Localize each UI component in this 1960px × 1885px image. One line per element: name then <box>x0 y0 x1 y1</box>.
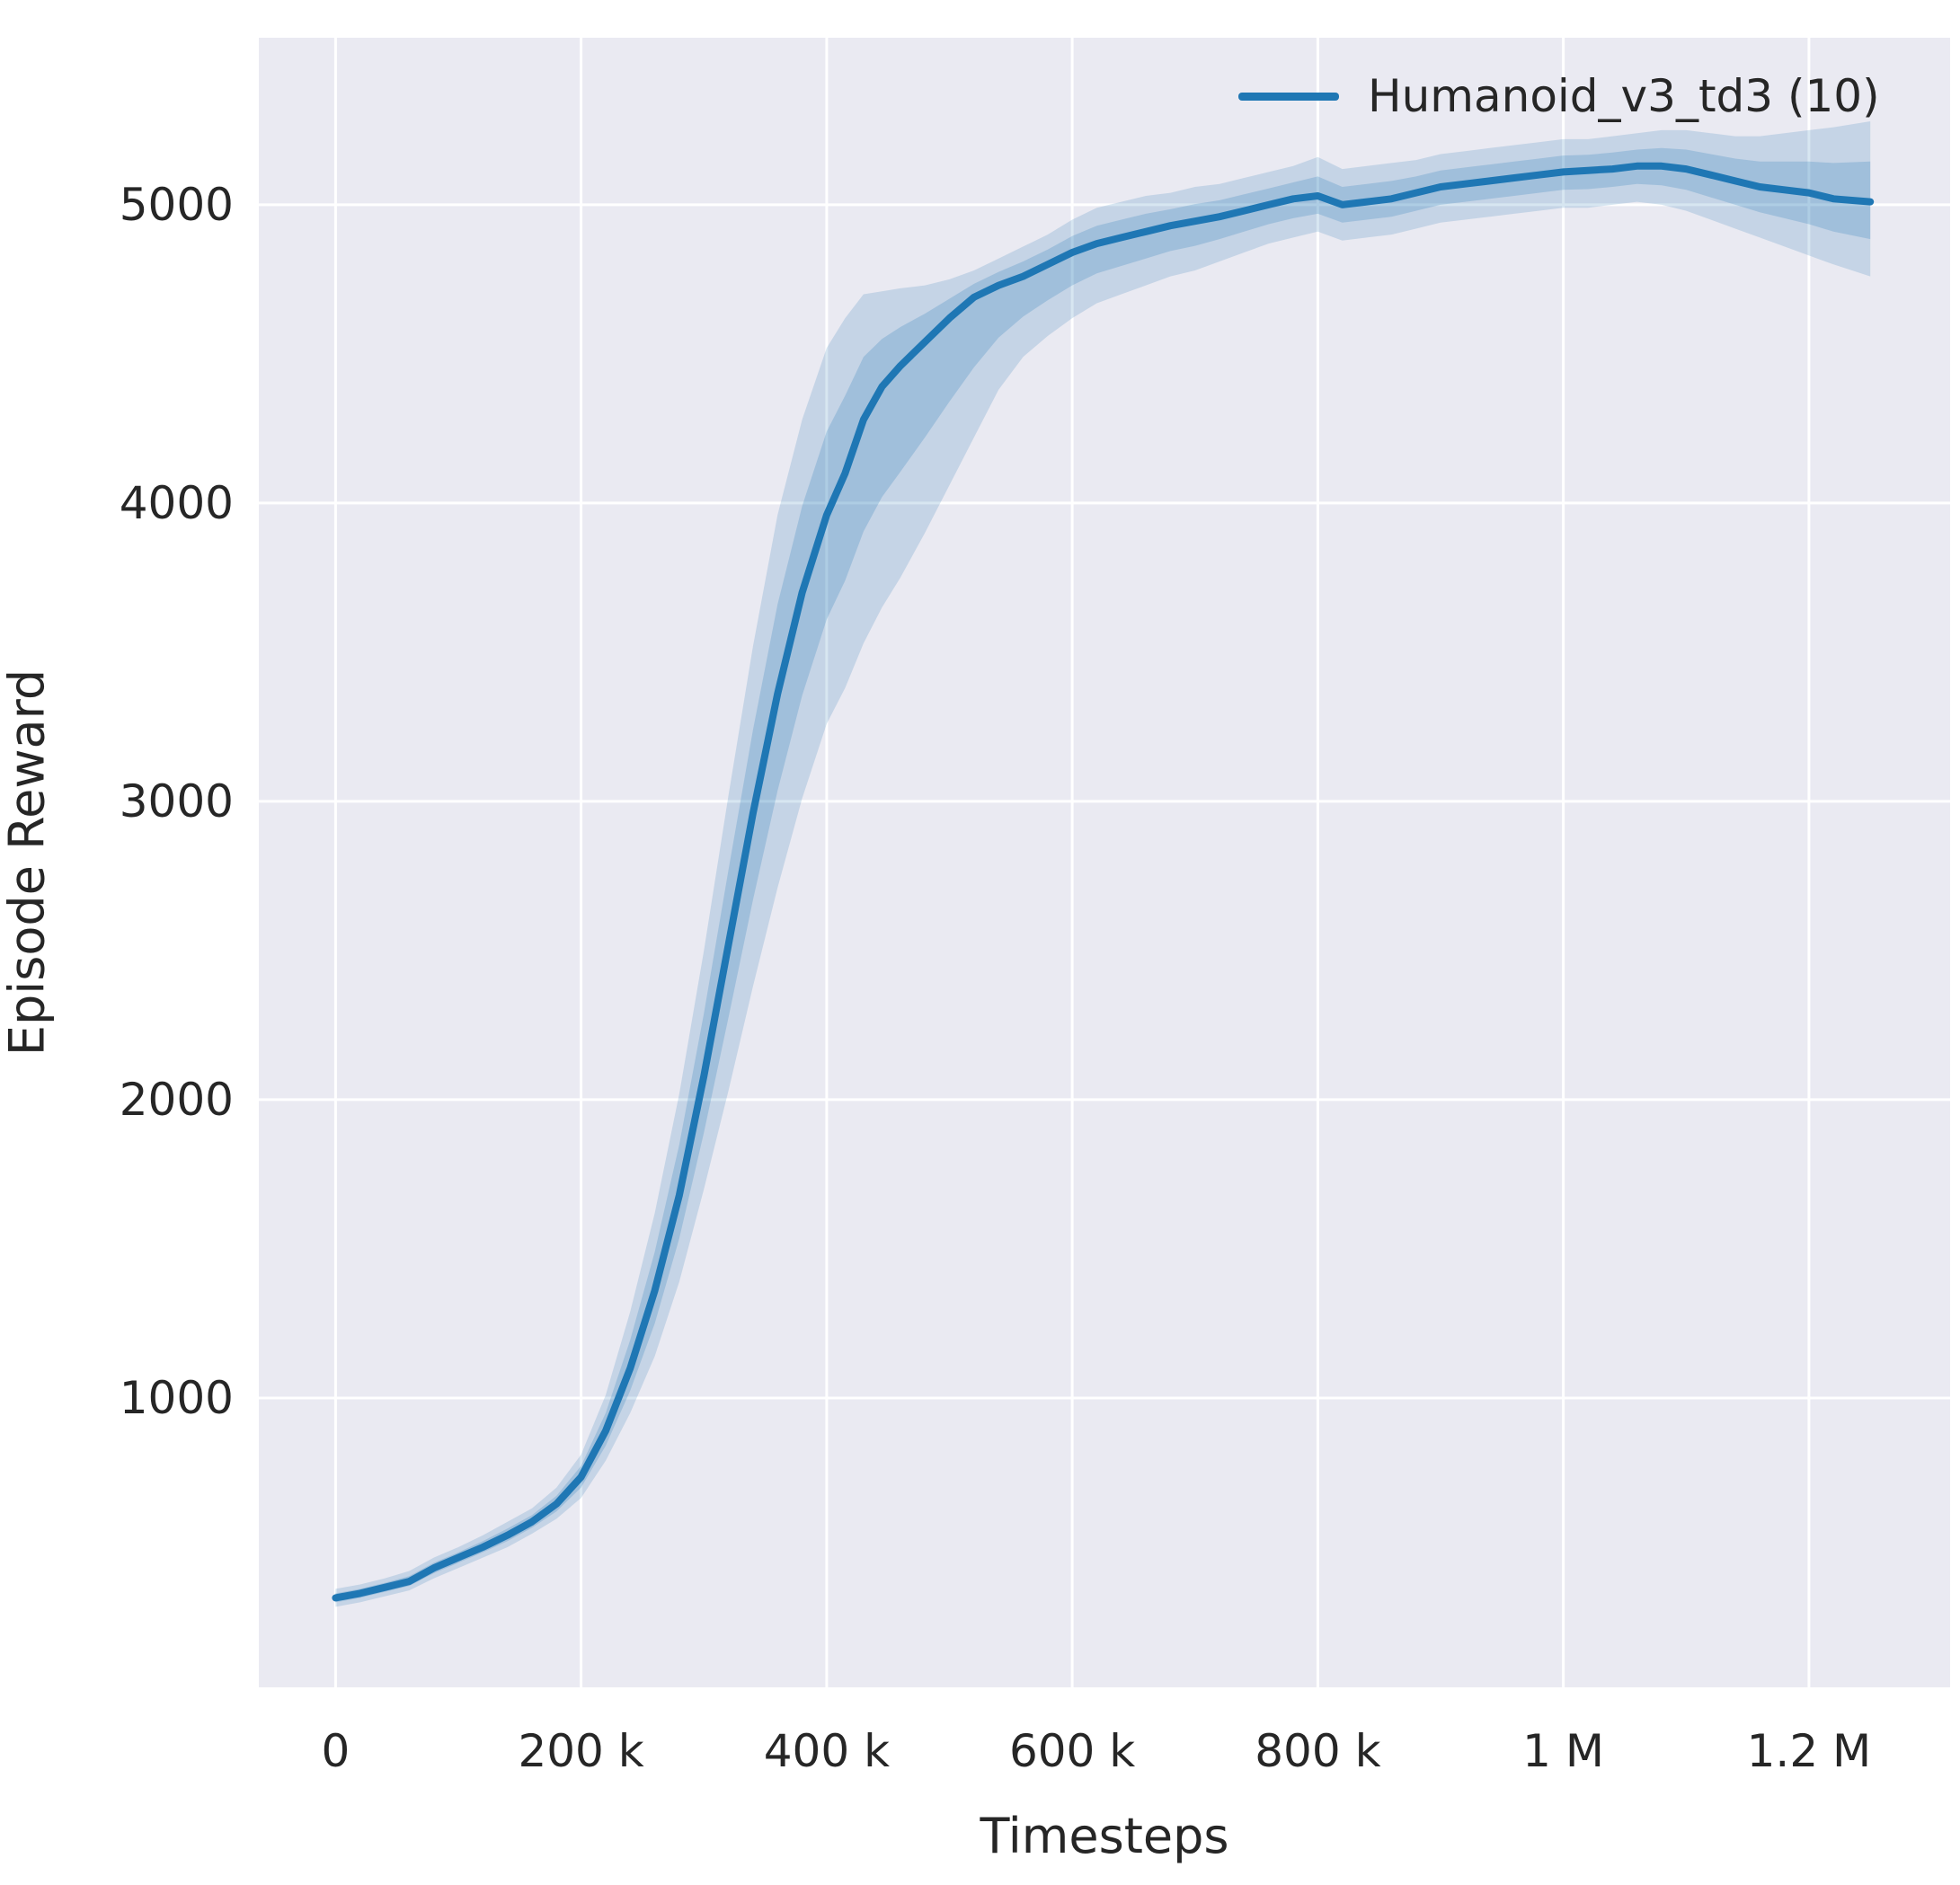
legend-label: Humanoid_v3_td3 (10) <box>1368 70 1880 122</box>
y-tick-label: 2000 <box>120 1074 234 1126</box>
y-tick-label: 1000 <box>120 1372 234 1424</box>
y-tick-label: 5000 <box>120 179 234 231</box>
y-tick-label: 3000 <box>120 775 234 827</box>
y-axis-label: Episode Reward <box>0 668 56 1057</box>
x-axis-label: Timesteps <box>980 1808 1229 1864</box>
y-tick-label: 4000 <box>120 477 234 529</box>
legend: Humanoid_v3_td3 (10) <box>1238 70 1880 122</box>
x-tick-label: 200 k <box>518 1725 643 1777</box>
x-tick-label: 800 k <box>1255 1725 1380 1777</box>
x-tick-label: 1.2 M <box>1747 1725 1872 1777</box>
series-line <box>332 162 1875 1602</box>
x-tick-label: 1 M <box>1522 1725 1604 1777</box>
x-tick-label: 600 k <box>1009 1725 1135 1777</box>
legend-line-sample <box>1238 92 1339 101</box>
x-tick-label: 0 <box>321 1725 350 1777</box>
x-tick-label: 400 k <box>764 1725 890 1777</box>
plot-area <box>259 38 1950 1687</box>
